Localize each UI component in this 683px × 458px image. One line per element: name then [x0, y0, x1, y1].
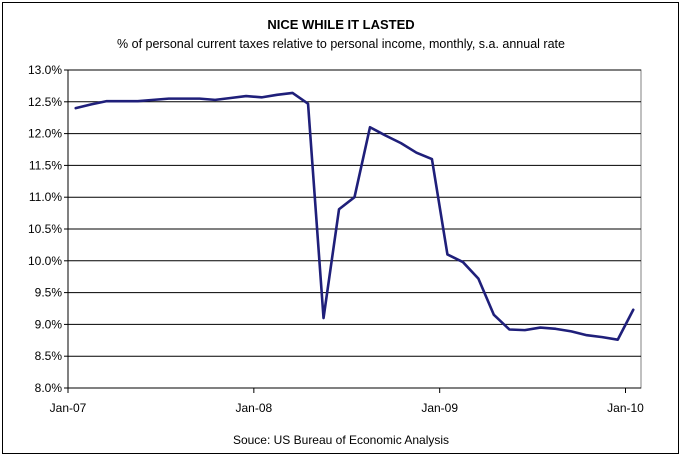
y-tick-label: 12.5% — [28, 95, 62, 109]
chart-subtitle: % of personal current taxes relative to … — [117, 37, 565, 51]
series-layer — [74, 91, 635, 341]
y-tick-label: 10.0% — [28, 254, 62, 268]
y-tick-label: 9.0% — [35, 317, 63, 331]
grid-lines — [68, 69, 641, 357]
y-tick-label: 8.5% — [35, 349, 63, 363]
y-tick-label: 8.0% — [35, 381, 63, 395]
y-tick-label: 9.5% — [35, 286, 63, 300]
y-axis: 8.0% 8.5% 9.0% 9.5% 10.0% 10.5% 11.0% 11.5% 12.0… — [28, 63, 69, 395]
series-line — [74, 91, 635, 341]
y-tick-label: 12.0% — [28, 127, 62, 141]
y-tick-label: 13.0% — [28, 63, 62, 77]
x-tick-label: Jan-07 — [50, 401, 87, 415]
x-tick-label: Jan-10 — [607, 401, 644, 415]
x-tick-label: Jan-08 — [235, 401, 272, 415]
source-note: Souce: US Bureau of Economic Analysis — [233, 433, 449, 447]
x-axis: Jan-07 Jan-08 Jan-09 Jan-10 — [50, 387, 644, 415]
y-tick-label: 11.5% — [29, 158, 62, 172]
y-tick-label: 11.0% — [29, 190, 62, 204]
chart-title: NICE WHILE IT LASTED — [267, 17, 414, 32]
x-tick-label: Jan-09 — [421, 401, 458, 415]
y-tick-label: 10.5% — [28, 222, 62, 236]
